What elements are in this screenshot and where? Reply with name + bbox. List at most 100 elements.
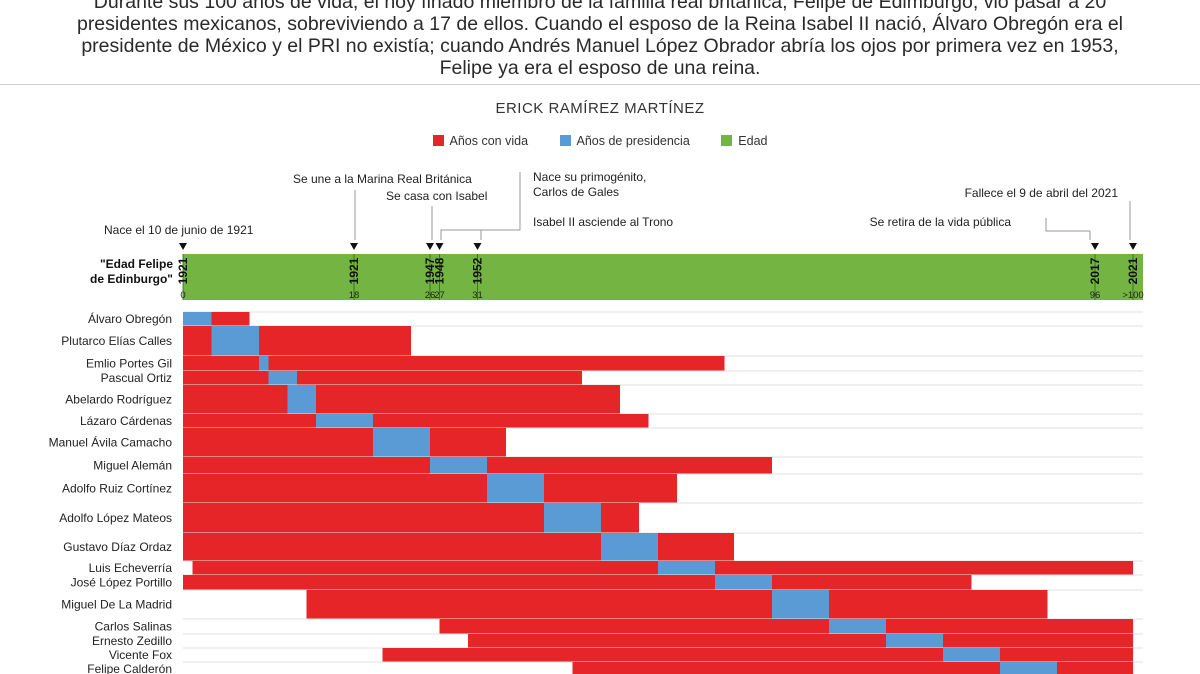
author-byline: ERICK RAMÍREZ MARTÍNEZ [495,100,705,117]
band-year-label: 2017 [1088,257,1102,284]
legend-label-life: Años con vida [449,134,529,148]
president-name-label: Adolfo López Mateos [59,511,172,525]
age-tick-label: 96 [1090,290,1101,301]
event-label-line: Carlos de Gales [533,185,619,199]
president-name-label: Emlio Portes Gil [86,357,172,371]
life-bar [468,634,1133,648]
presidency-bar [715,575,772,590]
presidency-bar [772,590,829,619]
life-bar [183,371,582,385]
age-tick-label: 31 [472,290,483,301]
age-tick-label: 27 [434,290,445,301]
event-label: Fallece el 9 de abril del 2021 [965,186,1119,200]
event-label: Nace el 10 de junio de 1921 [104,223,254,237]
life-bar [306,590,1048,619]
presidency-bar [943,648,1000,662]
presidency-bar [430,457,487,474]
presidency-bar [601,533,658,561]
event-label-line: Se casa con Isabel [386,189,487,203]
age-tick-label: >100 [1122,290,1143,301]
legend-label-age: Edad [738,134,768,148]
president-name-label: José López Portillo [71,576,173,590]
president-name-label: Luis Echeverría [89,561,173,575]
legend-item-presidency: Años de presidencia [559,134,690,148]
event-label-line: Se retira de la vida pública [870,215,1012,229]
event-label: Se une a la Marina Real Británica [293,172,472,186]
legend-item-age: Edad [721,134,767,148]
life-bar [382,648,1133,662]
president-name-label: Miguel Alemán [93,459,172,473]
event-connector [480,212,521,240]
event-label: Se retira de la vida pública [870,215,1012,229]
event-connector [1045,218,1091,240]
presidency-bar [373,428,430,457]
age-band [183,254,1143,288]
legend: Años con vida Años de presidencia Edad [0,134,1200,148]
presidency-bar [829,619,886,634]
life-bar [183,428,506,457]
legend-swatch-presidency [559,135,571,146]
event-marker [1129,243,1137,250]
age-tick-label: 26 [425,290,436,301]
presidency-bar [544,503,601,533]
presidency-bar [316,414,373,428]
band-year-label: 1921 [347,257,361,284]
president-name-label: Lázaro Cárdenas [80,414,172,428]
president-name-label: Gustavo Díaz Ordaz [63,540,172,554]
president-name-label: Plutarco Elías Calles [61,334,172,348]
presidency-bar [183,312,212,326]
president-name-label: Manuel Ávila Camacho [49,435,173,450]
band-year-label: 1952 [471,257,485,284]
presidency-bar [287,385,316,414]
event-marker [1091,243,1099,250]
event-label: Se casa con Isabel [386,189,487,203]
age-tick-label: 18 [349,290,360,301]
band-year-label: 1947 [423,257,437,284]
event-label-line: Isabel II asciende al Trono [533,215,673,229]
life-bar [183,575,972,590]
presidency-bar [658,561,715,575]
presidency-bar [1000,662,1057,674]
event-label-line: Se une a la Marina Real Británica [293,172,472,186]
legend-item-life: Años con vida [432,134,529,148]
event-marker [350,243,358,250]
event-marker [426,243,434,250]
life-bar [183,474,677,503]
legend-label-presidency: Años de presidencia [576,134,690,148]
presidency-bar [886,634,943,648]
president-name-label: Felipe Calderón [87,662,172,674]
president-name-label: Álvaro Obregón [88,311,172,326]
president-name-label: Adolfo Ruiz Cortínez [62,482,172,496]
band-year-label: 1948 [433,257,447,284]
president-name-label: Carlos Salinas [95,620,172,634]
band-title-line: "Edad Felipe [100,257,173,271]
event-marker [473,243,482,250]
event-marker [435,243,444,250]
legend-swatch-life [432,135,444,146]
life-bar [183,414,649,428]
legend-swatch-age [721,135,733,146]
presidency-bar [487,474,544,503]
life-bar [183,385,620,414]
presidency-bar [259,356,269,371]
life-bar [439,619,1133,634]
event-label-line: Nace el 10 de junio de 1921 [104,223,254,237]
life-bar [183,356,725,371]
president-name-label: Abelardo Rodríguez [65,393,172,407]
president-name-label: Vicente Fox [109,648,172,662]
presidency-bar [211,326,259,356]
band-title-line: de Edinburgo" [90,272,173,286]
event-label: Isabel II asciende al Trono [533,215,673,229]
band-title: "Edad Felipe de Edinburgo" [90,257,173,286]
event-label-line: Nace su primogénito, [533,170,646,184]
event-label-line: Fallece el 9 de abril del 2021 [965,186,1119,200]
age-tick-label: 0 [180,290,185,301]
intro-text-block: Durante sus 100 años de vida, el hoy fin… [0,0,1200,85]
age-scale-strip [183,288,1143,300]
life-bar [572,662,1133,674]
presidency-bar [268,371,297,385]
president-name-label: Ernesto Zedillo [92,634,172,648]
president-name-label: Miguel De La Madrid [61,598,172,612]
event-marker [179,243,187,250]
